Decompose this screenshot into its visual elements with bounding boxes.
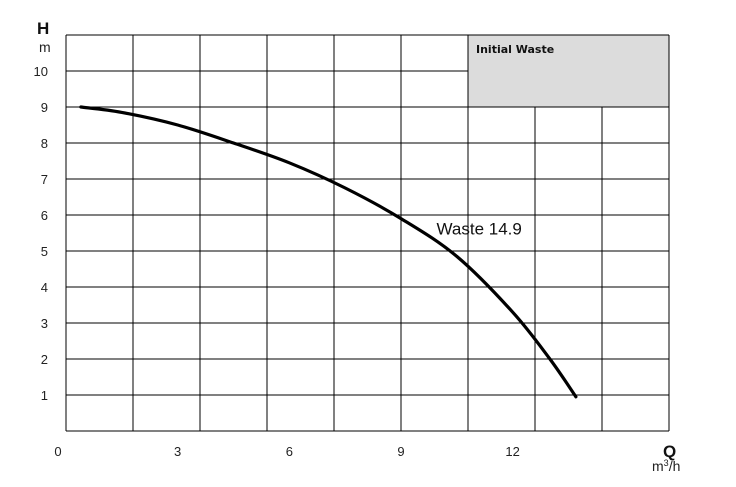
y-tick-label: 1 xyxy=(41,388,48,403)
y-tick-label: 8 xyxy=(41,136,48,151)
y-tick-label: 10 xyxy=(34,64,48,79)
y-tick-label: 4 xyxy=(41,280,48,295)
legend-box xyxy=(468,35,669,107)
x-unit-tail: /h xyxy=(669,458,681,474)
series-line-waste-14-9 xyxy=(79,105,578,399)
y-tick-label: 7 xyxy=(41,172,48,187)
x-unit-exponent: 3 xyxy=(664,458,669,468)
x-axis-label: Q xyxy=(663,442,676,461)
y-tick-label: 9 xyxy=(41,100,48,115)
x-tick-label: 9 xyxy=(397,444,404,459)
y-axis-unit: m xyxy=(39,39,51,55)
grid xyxy=(65,34,670,432)
legend-title: Initial Waste xyxy=(476,43,554,56)
x-unit-base: m xyxy=(652,458,664,474)
y-tick-label: 5 xyxy=(41,244,48,259)
x-tick-label: 6 xyxy=(286,444,293,459)
y-axis-label: H xyxy=(37,19,49,38)
x-tick-label: 12 xyxy=(505,444,519,459)
y-tick-label: 3 xyxy=(41,316,48,331)
x-axis-unit: m3/h xyxy=(652,458,680,474)
x-tick-label: 3 xyxy=(174,444,181,459)
series-layer: Waste 14.9 xyxy=(79,105,578,399)
y-tick-label: 2 xyxy=(41,352,48,367)
y-tick-label: 6 xyxy=(41,208,48,223)
series-label: Waste 14.9 xyxy=(437,219,522,238)
x-tick-label: 0 xyxy=(54,444,61,459)
